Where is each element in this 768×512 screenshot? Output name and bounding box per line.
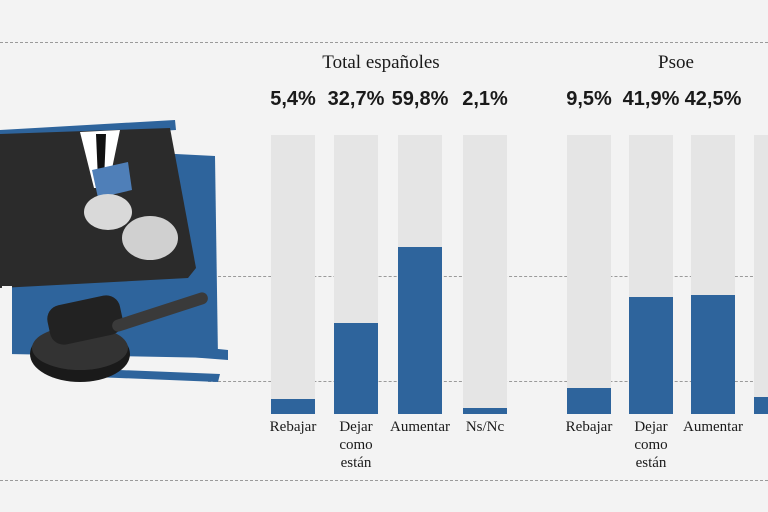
category-label: Rebajar [565,419,613,435]
value-label: 41,9% [622,88,680,110]
value-label: 59,8% [391,88,449,110]
value-label: 32,7% [327,88,385,110]
category-label: Ns/Nc [465,419,505,435]
value-label: 2,1% [462,88,508,110]
bar-track [271,135,315,414]
bar [463,408,507,414]
category-label: Aumentar [683,419,743,435]
bar [271,398,315,414]
bar [754,397,768,414]
bar-track [691,135,735,414]
top-divider [0,42,768,43]
category-label: Rebajar [269,419,317,435]
category-label: Dejar como están [634,419,668,471]
category-label: N [731,418,768,436]
category-label: Dejar como están [339,419,373,471]
bar-track [398,135,442,414]
value-label: 9,5% [566,88,612,110]
bar-track [463,135,507,414]
bar [398,247,442,414]
businessman-gavel-illustration [0,120,228,382]
bar-track [334,135,378,414]
bar [334,322,378,414]
bar [691,295,735,414]
bar [629,297,673,414]
value-label: 5,4% [270,88,316,110]
chart-title-psoe: Psoe [658,52,694,73]
bar-track [754,135,768,414]
category-label: Aumentar [390,419,450,435]
value-label: 6 [741,88,768,111]
bar-track [567,135,611,414]
chart-title-total: Total españoles [322,52,440,73]
bar-track [629,135,673,414]
bottom-divider [0,480,768,481]
value-label: 42,5% [684,88,742,110]
bar [567,387,611,414]
